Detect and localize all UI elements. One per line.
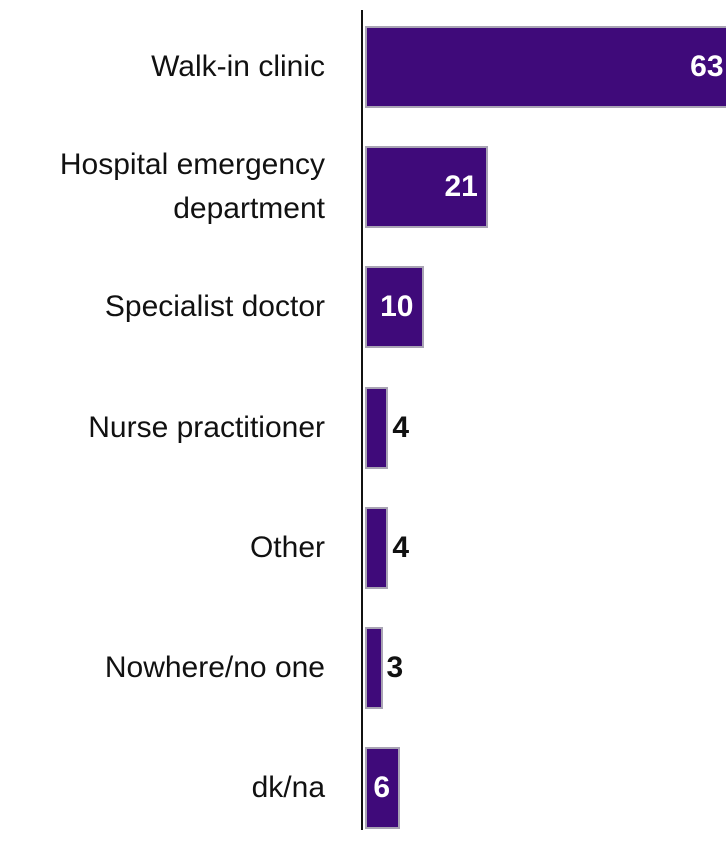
data-label: 4: [392, 410, 410, 444]
category-label: Specialist doctor: [104, 290, 325, 324]
category-label: Other: [249, 530, 325, 564]
category-label: dk/na: [251, 771, 325, 805]
category-label: Nowhere/no one: [104, 651, 325, 684]
bar: [365, 26, 726, 108]
category-label: Nurse practitioner: [88, 410, 325, 444]
bar: [365, 146, 488, 229]
data-label: 4: [392, 530, 410, 564]
bar: [365, 266, 424, 349]
bar: [365, 506, 389, 589]
data-label: 21: [444, 170, 478, 204]
data-label: 10: [380, 290, 414, 324]
bar: [365, 386, 389, 469]
data-label: 6: [373, 771, 391, 805]
data-label: 63: [690, 50, 724, 83]
data-label: 3: [386, 651, 404, 684]
bar: [365, 747, 401, 830]
category-label: Walk-in clinic: [151, 50, 325, 83]
category-label: Hospital emergency department: [59, 148, 325, 226]
category-axis: [361, 10, 363, 830]
bar: [365, 627, 383, 709]
